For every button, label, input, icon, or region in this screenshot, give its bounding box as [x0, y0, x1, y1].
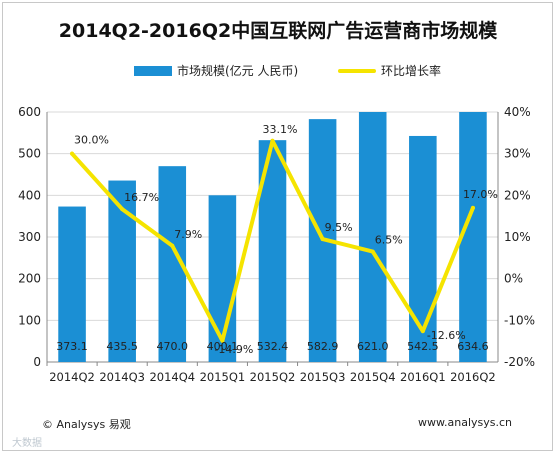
- line-value-label: 7.9%: [174, 228, 202, 241]
- legend-item-growth-rate: 环比增长率: [338, 62, 441, 79]
- y-left-tick-label: 0: [33, 355, 41, 369]
- line-point: [470, 205, 475, 210]
- bar-value-label: 532.4: [257, 340, 289, 353]
- legend-bar-label: 市场规模(亿元 人民币): [177, 64, 299, 78]
- y-right-tick-label: 30%: [504, 147, 531, 161]
- y-left-tick-label: 100: [18, 313, 41, 327]
- x-tick-label: 2015Q4: [350, 370, 396, 384]
- y-right-tick-label: 0%: [504, 272, 523, 286]
- line-point: [220, 338, 225, 343]
- y-left-tick-label: 400: [18, 188, 41, 202]
- line-value-label: 17.0%: [463, 188, 498, 201]
- line-value-label: 9.5%: [325, 221, 353, 234]
- x-tick-label: 2016Q1: [400, 370, 446, 384]
- line-value-label: 16.7%: [124, 191, 159, 204]
- line-value-label: 30.0%: [74, 134, 109, 147]
- y-left-tick-label: 600: [18, 105, 41, 119]
- line-point: [70, 151, 75, 156]
- y-right-tick-label: 10%: [504, 230, 531, 244]
- legend-line-swatch: [338, 68, 376, 73]
- line-value-label: -12.6%: [427, 329, 466, 342]
- footer-source: © Analysys 易观: [42, 418, 131, 431]
- chart-title: 2014Q2-2016Q2中国互联网广告运营商市场规模: [58, 20, 498, 42]
- bar-value-label: 542.5: [407, 340, 439, 353]
- x-tick-label: 2016Q2: [450, 370, 496, 384]
- y-right-tick-label: -10%: [504, 313, 535, 327]
- bar-value-label: 582.9: [307, 340, 339, 353]
- bar: [409, 135, 437, 362]
- line-point: [370, 249, 375, 254]
- bar-value-label: 634.6: [457, 340, 489, 353]
- x-tick-label: 2015Q3: [300, 370, 346, 384]
- line-point: [420, 329, 425, 334]
- y-left-tick-label: 300: [18, 230, 41, 244]
- line-value-label: -14.9%: [214, 343, 253, 356]
- bar-value-label: 400.1: [207, 340, 239, 353]
- legend-item-market-size: 市场规模(亿元 人民币): [134, 62, 298, 79]
- y-left-tick-label: 500: [18, 147, 41, 161]
- bar: [459, 112, 487, 362]
- footer-url: www.analysys.cn: [418, 416, 512, 429]
- chart-legend: 市场规模(亿元 人民币) 环比增长率: [0, 62, 556, 82]
- line-point: [270, 138, 275, 143]
- y-left-tick-label: 200: [18, 272, 41, 286]
- line-value-label: 33.1%: [263, 123, 298, 136]
- line-value-label: 6.5%: [375, 234, 403, 247]
- x-tick-label: 2014Q2: [49, 370, 95, 384]
- bar: [58, 206, 86, 362]
- line-point: [120, 207, 125, 212]
- line-point: [320, 237, 325, 242]
- x-tick-label: 2015Q2: [250, 370, 296, 384]
- bar-value-label: 435.5: [106, 340, 138, 353]
- line-point: [170, 243, 175, 248]
- y-right-tick-label: 40%: [504, 105, 531, 119]
- bar-value-label: 621.0: [357, 340, 389, 353]
- bar: [358, 112, 387, 362]
- corner-watermark: 大数据: [12, 438, 42, 449]
- legend-line-label: 环比增长率: [381, 64, 442, 78]
- legend-bar-swatch: [134, 65, 172, 76]
- x-tick-label: 2014Q4: [149, 370, 195, 384]
- y-right-tick-label: 20%: [504, 188, 531, 202]
- x-tick-label: 2014Q3: [99, 370, 145, 384]
- bar-value-label: 470.0: [157, 340, 189, 353]
- y-right-tick-label: -20%: [504, 355, 535, 369]
- bar-value-label: 373.1: [56, 340, 88, 353]
- x-tick-label: 2015Q1: [200, 370, 246, 384]
